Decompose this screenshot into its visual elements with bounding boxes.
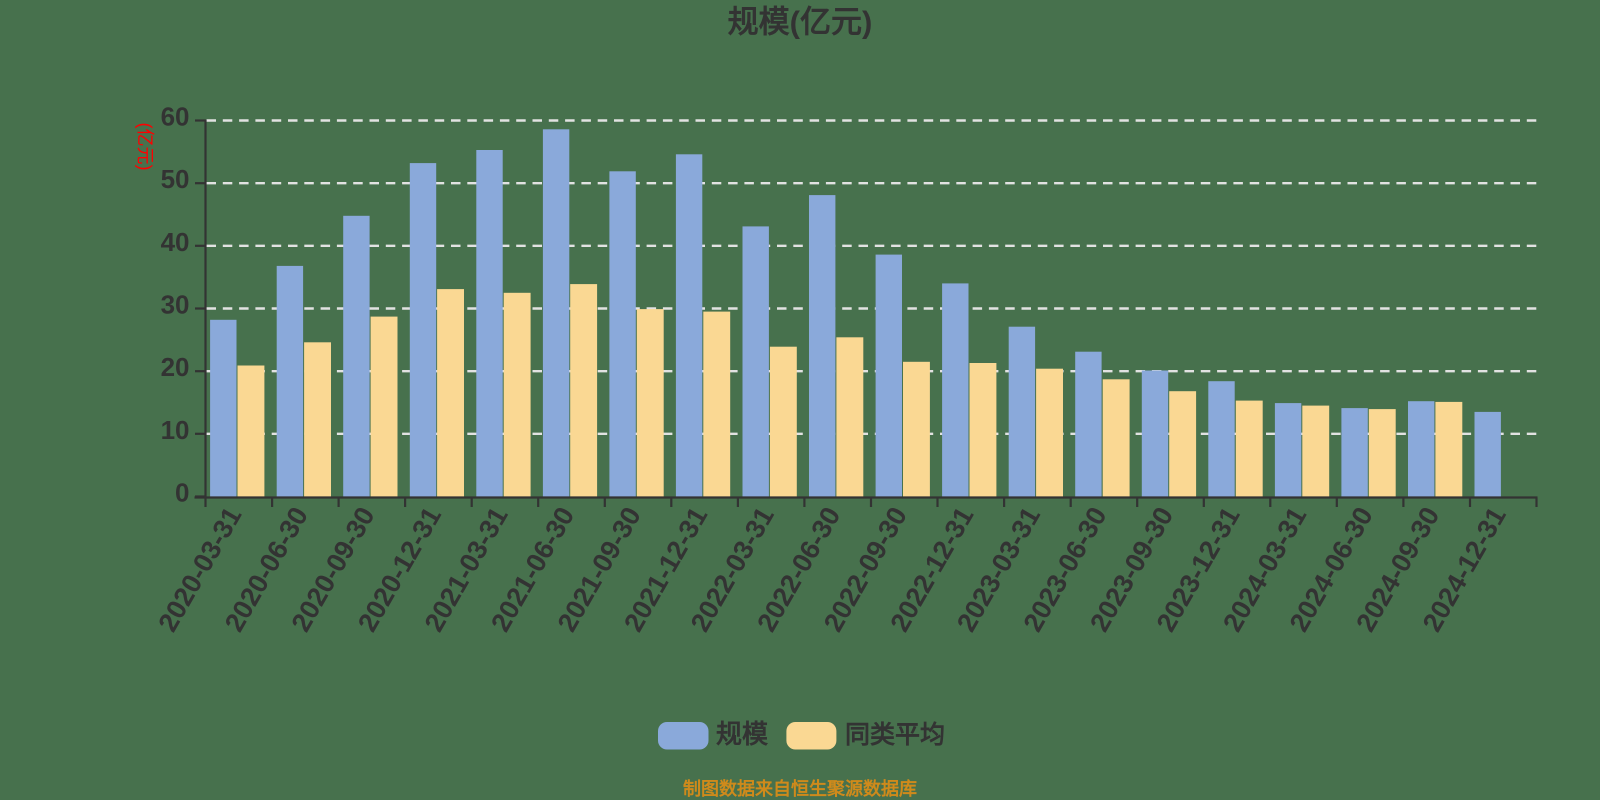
svg-text:(亿元): (亿元)	[135, 123, 155, 171]
svg-text:30: 30	[161, 290, 190, 320]
svg-text:0: 0	[175, 478, 189, 508]
svg-text:60: 60	[161, 102, 190, 132]
svg-text:制图数据来自恒生聚源数据库: 制图数据来自恒生聚源数据库	[683, 778, 917, 799]
svg-text:规模(亿元): 规模(亿元)	[728, 5, 873, 40]
svg-text:10: 10	[161, 415, 190, 445]
svg-text:同类平均: 同类平均	[845, 721, 945, 749]
svg-text:40: 40	[161, 227, 190, 257]
svg-text:20: 20	[161, 352, 190, 382]
svg-text:50: 50	[161, 164, 190, 194]
svg-text:规模: 规模	[716, 719, 769, 749]
